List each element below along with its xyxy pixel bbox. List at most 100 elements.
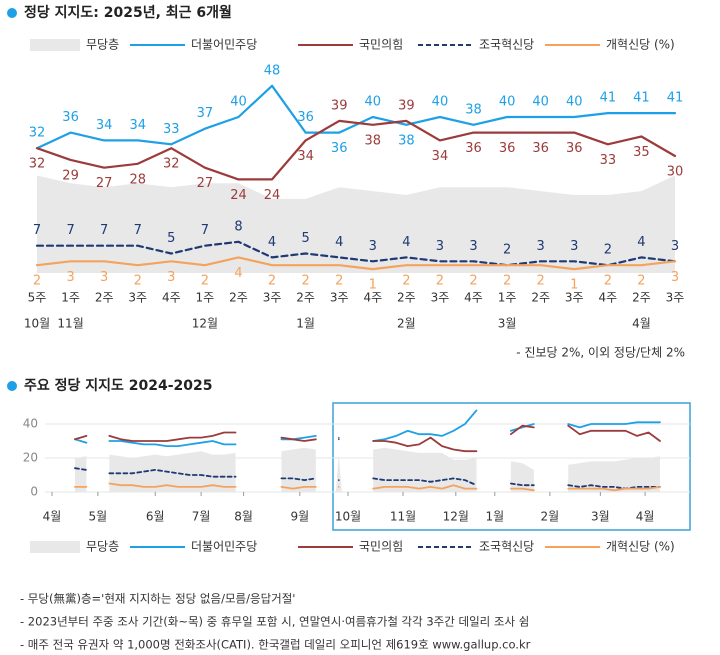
data-label: 7 [100,223,108,238]
x-tick-label: 12월 [443,510,469,524]
data-label: 34 [96,118,113,133]
x-tick-label: 4주 [363,291,382,305]
data-label: 3 [537,239,545,254]
data-label: 4 [637,235,645,250]
line [35,119,677,181]
month-label: 1월 [296,317,315,331]
line [35,84,677,150]
legend-swatch [30,39,80,51]
x-tick-label: 1주 [196,291,215,305]
data-label: 2 [301,274,309,289]
data-label: 34 [297,149,314,164]
month-label: 3월 [498,317,517,331]
chart-title: 정당 지지도: 2025년, 최근 6개월 [24,4,232,21]
data-label: 33 [600,153,617,168]
data-label: 7 [134,223,142,238]
x-tick-label: 5주 [28,291,47,305]
data-label: 1 [369,278,377,293]
x-tick-label: 7월 [192,510,211,524]
data-label: 37 [197,106,214,121]
line [35,256,677,271]
chart-title: 주요 정당 지지도 2024-2025 [24,377,213,394]
data-label: 38 [465,102,482,117]
legend-label: 무당층 [86,540,119,554]
x-tick-label: 8월 [234,510,253,524]
x-tick-label: 3주 [330,291,349,305]
data-label: 36 [532,141,549,156]
data-label: 32 [29,157,46,172]
x-tick-label: 2주 [531,291,550,305]
x-tick-label: 3주 [666,291,685,305]
data-label: 2 [33,274,41,289]
data-label: 32 [29,126,46,141]
data-label: 3 [66,270,74,285]
line [35,240,677,267]
data-label: 3 [100,270,108,285]
month-label: 10월 [24,317,50,331]
x-tick-label: 2주 [229,291,248,305]
x-tick-label: 3주 [431,291,450,305]
note: - 매주 전국 유권자 약 1,000명 전화조사(CATI). 한국갤럽 데일… [20,638,531,652]
x-tick-label: 2월 [541,510,560,524]
legend-label: 개혁신당 (%) [606,540,675,554]
data-label: 39 [398,98,415,113]
data-label: 2 [402,274,410,289]
data-label: 2 [134,274,142,289]
y-tick-label: 0 [30,485,38,499]
data-label: 3 [369,239,377,254]
x-tick-label: 3주 [565,291,584,305]
month-label: 4월 [632,317,651,331]
highlight-box [332,402,691,531]
line [74,424,661,453]
data-label: 24 [230,188,247,203]
data-label: 7 [33,223,41,238]
data-label: 7 [201,223,209,238]
month-label: 11월 [57,317,83,331]
data-label: 41 [600,91,617,106]
data-label: 24 [264,188,281,203]
x-tick-label: 2주 [95,291,114,305]
data-label: 27 [197,176,214,191]
data-label: 3 [570,239,578,254]
data-label: 40 [365,95,382,110]
data-label: 41 [667,91,684,106]
note: - 2023년부터 주중 조사 기간(화~목) 중 휴무일 포함 시, 연말연시… [20,615,529,629]
y-tick-label: 20 [23,451,38,465]
y-tick-label: 40 [23,417,38,431]
legend-label: 더불어민주당 [191,540,257,554]
x-tick-label: 2주 [397,291,416,305]
data-label: 2 [436,274,444,289]
data-label: 35 [633,145,650,160]
data-label: 41 [633,91,650,106]
x-tick-label: 3월 [591,510,610,524]
data-label: 5 [301,231,309,246]
x-tick-label: 2주 [632,291,651,305]
data-label: 8 [234,219,242,234]
data-label: 48 [264,63,281,78]
legend-swatch [30,541,80,553]
x-tick-label: 4주 [162,291,181,305]
title-bullet [7,381,17,391]
data-label: 4 [402,235,410,250]
data-label: 40 [566,95,583,110]
data-label: 7 [66,223,74,238]
area [74,447,660,492]
legend-label: 더불어민주당 [191,38,257,52]
x-tick-label: 1주 [61,291,80,305]
data-label: 36 [465,141,482,156]
data-label: 36 [566,141,583,156]
data-label: 39 [331,98,348,113]
data-label: 3 [469,239,477,254]
data-label: 2 [469,274,477,289]
data-label: 2 [268,274,276,289]
line [74,467,661,490]
x-tick-label: 1월 [485,510,504,524]
data-label: 38 [398,133,415,148]
data-label: 2 [503,243,511,258]
data-label: 30 [667,165,684,180]
data-label: 2 [201,274,209,289]
data-label: 2 [604,243,612,258]
data-label: 3 [671,239,679,254]
x-tick-label: 5월 [89,510,108,524]
data-label: 34 [432,149,449,164]
